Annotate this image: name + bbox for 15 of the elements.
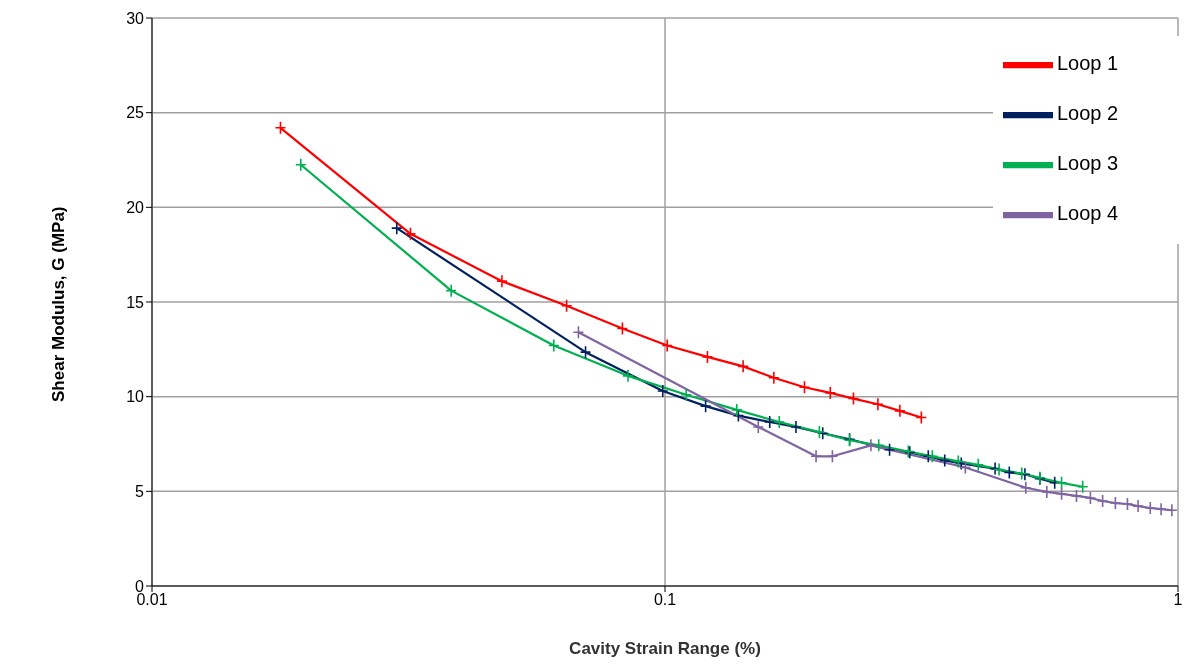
y-tick-label: 30 bbox=[126, 9, 145, 27]
y-tick-label: 5 bbox=[135, 483, 145, 501]
y-tick-label: 25 bbox=[126, 104, 145, 122]
x-tick-label: 0.01 bbox=[136, 591, 168, 609]
legend-label: Loop 3 bbox=[1057, 152, 1119, 175]
y-tick-label: 15 bbox=[126, 293, 145, 311]
legend-label: Loop 1 bbox=[1057, 52, 1119, 75]
x-tick-label: 0.1 bbox=[653, 591, 677, 609]
legend-label: Loop 4 bbox=[1057, 202, 1119, 225]
legend-label: Loop 2 bbox=[1057, 102, 1119, 125]
y-tick-label: 10 bbox=[126, 388, 145, 406]
y-axis-title: Shear Modulus, G (MPa) bbox=[49, 206, 69, 402]
x-axis-title: Cavity Strain Range (%) bbox=[569, 639, 761, 658]
y-tick-label: 20 bbox=[126, 199, 145, 217]
x-tick-label: 1 bbox=[1173, 591, 1183, 609]
